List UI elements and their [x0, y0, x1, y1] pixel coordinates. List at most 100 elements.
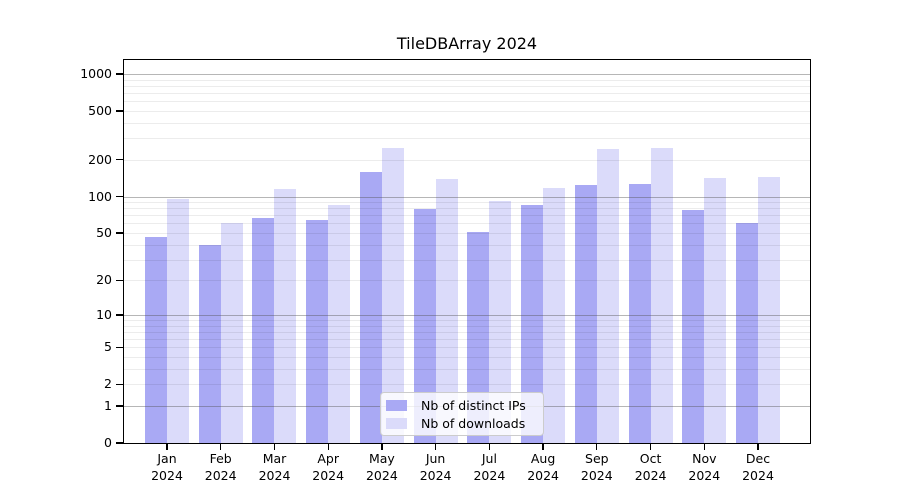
y-tick-mark	[116, 346, 123, 348]
bar-distinct-ips-sep	[574, 185, 597, 443]
x-tick-year: 2024	[473, 467, 506, 483]
x-tick-label: May 2024	[350, 451, 414, 484]
gridline-minor	[124, 93, 810, 94]
y-tick-label: 500	[88, 103, 112, 118]
x-tick-month: Jun	[425, 451, 446, 466]
y-tick-mark	[116, 383, 123, 385]
bar-downloads-dec	[758, 176, 781, 443]
gridline-minor	[124, 369, 810, 370]
gridline-minor	[124, 79, 810, 81]
x-tick-month: Oct	[639, 451, 662, 466]
gridline-minor	[124, 259, 810, 261]
gridline-minor	[124, 223, 810, 225]
y-tick-mark	[116, 232, 123, 234]
y-tick-mark	[116, 405, 123, 407]
y-tick-label: 1000	[80, 66, 112, 81]
x-tick-mark	[220, 444, 222, 450]
legend-swatch-downloads-icon	[386, 417, 407, 429]
gridline-minor	[124, 331, 810, 333]
x-tick-label: Nov 2024	[672, 451, 736, 484]
gridline-minor	[124, 233, 810, 234]
gridline-minor	[124, 202, 810, 204]
x-tick-mark	[434, 444, 437, 450]
x-tick-month: Sep	[585, 451, 609, 466]
x-tick-mark	[596, 444, 598, 450]
bar-downloads-oct	[650, 147, 673, 443]
x-tick-month: Feb	[209, 451, 232, 466]
x-tick-year: 2024	[419, 467, 452, 483]
bar-distinct-ips-may	[359, 172, 382, 443]
x-tick-label: Apr 2024	[296, 451, 360, 484]
legend-swatch-distinct-ips-icon	[386, 399, 407, 411]
gridline-minor	[124, 101, 810, 103]
y-tick-label: 1	[104, 398, 112, 413]
bar-distinct-ips-mar	[252, 218, 275, 443]
x-tick-label: Jul 2024	[457, 451, 521, 484]
x-tick-month: Nov	[692, 451, 717, 466]
bar-distinct-ips-jan	[145, 237, 167, 443]
x-tick-year: 2024	[312, 467, 345, 483]
x-tick-month: Aug	[530, 451, 556, 466]
x-tick-label: Jan 2024	[135, 451, 199, 484]
x-tick-month: Jul	[481, 451, 497, 466]
x-tick-year: 2024	[634, 467, 667, 483]
plot-area	[123, 59, 811, 444]
legend-label-downloads: Nb of downloads	[421, 415, 526, 431]
bar-downloads-jul	[489, 200, 512, 443]
x-tick-label: Aug 2024	[511, 451, 575, 484]
x-tick-year: 2024	[204, 467, 237, 483]
y-tick-label: 10	[96, 306, 112, 322]
x-tick-mark	[327, 444, 329, 450]
y-tick-label: 5	[104, 339, 112, 355]
bar-downloads-jun	[435, 179, 458, 443]
x-tick-mark	[757, 444, 759, 450]
gridline-minor	[124, 208, 810, 210]
bar-downloads-jan	[167, 198, 189, 443]
gridline-minor	[124, 85, 810, 87]
x-tick-label: Feb 2024	[189, 451, 253, 484]
gridline-minor	[124, 244, 810, 246]
gridline-minor	[124, 339, 810, 341]
x-tick-label: Jun 2024	[404, 451, 468, 484]
bar-downloads-mar	[274, 189, 297, 443]
y-tick-mark	[116, 159, 123, 161]
x-tick-label: Mar 2024	[243, 451, 307, 484]
x-tick-mark	[542, 444, 544, 450]
x-tick-year: 2024	[365, 467, 398, 483]
x-tick-mark	[166, 444, 168, 450]
x-tick-month: Mar	[262, 451, 287, 466]
legend: Nb of distinct IPs Nb of downloads	[380, 392, 544, 436]
gridline-major	[124, 314, 810, 316]
gridline-minor	[124, 384, 810, 386]
y-tick-label: 200	[88, 151, 112, 167]
gridline-major	[124, 196, 810, 198]
gridline-major	[124, 74, 810, 75]
bar-downloads-may	[381, 148, 404, 443]
y-tick-mark	[116, 442, 123, 444]
legend-row-distinct-ips: Nb of distinct IPs	[386, 398, 543, 413]
x-tick-label: Dec 2024	[726, 451, 790, 484]
x-tick-label: Sep 2024	[565, 451, 629, 484]
x-tick-mark	[488, 444, 491, 450]
gridline-minor	[124, 357, 810, 358]
x-tick-year: 2024	[151, 467, 183, 483]
x-tick-year: 2024	[258, 467, 291, 483]
gridline-minor	[124, 111, 810, 112]
x-tick-month: Dec	[745, 451, 771, 466]
y-tick-mark	[116, 279, 123, 282]
bar-downloads-apr	[328, 204, 351, 443]
bar-distinct-ips-dec	[736, 222, 759, 443]
y-tick-mark	[116, 110, 123, 112]
bar-distinct-ips-nov	[682, 209, 705, 443]
bar-distinct-ips-jul	[467, 232, 490, 443]
y-tick-label: 2	[104, 376, 112, 392]
x-tick-mark	[703, 444, 705, 450]
y-tick-label: 100	[88, 188, 112, 204]
x-tick-mark	[649, 444, 652, 450]
x-tick-month: Jan	[157, 451, 177, 466]
y-tick-mark	[116, 195, 123, 198]
x-tick-year: 2024	[580, 467, 613, 483]
legend-row-downloads: Nb of downloads	[386, 416, 543, 431]
chart-title: TileDBArray 2024	[396, 34, 538, 53]
